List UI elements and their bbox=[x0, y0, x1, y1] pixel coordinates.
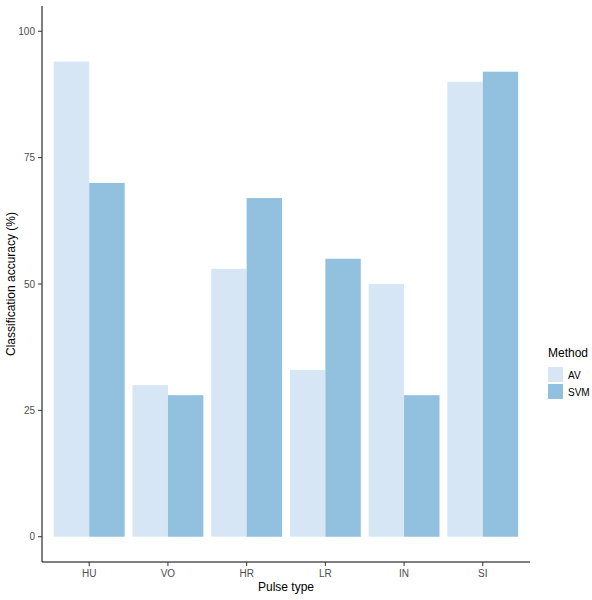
bar bbox=[168, 395, 203, 537]
bar bbox=[369, 284, 404, 537]
bar bbox=[89, 183, 124, 537]
y-tick bbox=[38, 31, 42, 32]
y-axis-title: Classification accuracy (%) bbox=[4, 212, 18, 356]
y-tick-label: 0 bbox=[29, 531, 35, 542]
y-tick bbox=[38, 536, 42, 537]
bar bbox=[247, 198, 282, 537]
bar bbox=[290, 370, 325, 537]
y-tick-label: 75 bbox=[24, 152, 36, 163]
legend-label: SVM bbox=[568, 387, 590, 398]
bar bbox=[447, 82, 482, 537]
legend-swatch bbox=[548, 367, 563, 382]
x-tick bbox=[404, 562, 405, 566]
bar bbox=[133, 385, 168, 537]
chart-svg: 0 25 50 75 100 HU VO HR LR IN SI Pulse type Classifi… bbox=[0, 0, 592, 600]
x-tick-label: LR bbox=[319, 568, 332, 579]
bar bbox=[54, 62, 89, 537]
x-tick bbox=[482, 562, 483, 566]
x-tick bbox=[89, 562, 90, 566]
chart-root: 0 25 50 75 100 HU VO HR LR IN SI Pulse type Classifi… bbox=[0, 0, 592, 600]
legend-title: Method bbox=[548, 346, 588, 360]
x-axis-title: Pulse type bbox=[258, 580, 314, 594]
y-tick bbox=[38, 157, 42, 158]
x-tick-label: VO bbox=[161, 568, 176, 579]
x-tick-label: IN bbox=[399, 568, 409, 579]
x-tick bbox=[325, 562, 326, 566]
y-tick bbox=[38, 410, 42, 411]
y-tick-label: 25 bbox=[24, 405, 36, 416]
legend-swatch bbox=[548, 384, 563, 399]
x-tick-label: HR bbox=[239, 568, 253, 579]
legend: Method AV SVM bbox=[548, 346, 590, 399]
bar bbox=[325, 259, 360, 537]
y-tick-label: 50 bbox=[24, 279, 36, 290]
legend-label: AV bbox=[568, 370, 581, 381]
bars bbox=[54, 62, 518, 537]
x-tick-label: HU bbox=[82, 568, 96, 579]
bar bbox=[211, 269, 246, 537]
bar bbox=[483, 72, 518, 537]
x-tick-label: SI bbox=[478, 568, 487, 579]
x-tick bbox=[167, 562, 168, 566]
y-tick bbox=[38, 284, 42, 285]
x-axis-line bbox=[42, 562, 530, 563]
bar bbox=[404, 395, 439, 537]
x-tick bbox=[246, 562, 247, 566]
y-tick-label: 100 bbox=[18, 26, 35, 37]
